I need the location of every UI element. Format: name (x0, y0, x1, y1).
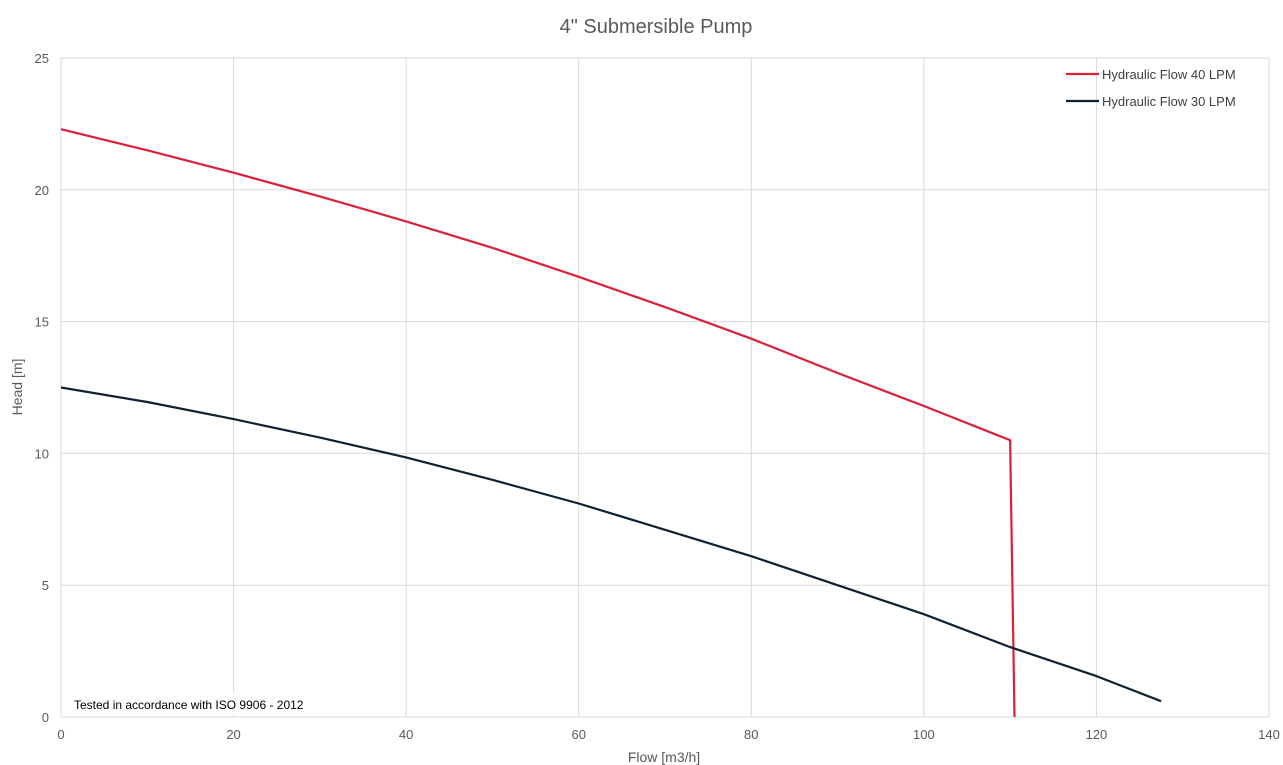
tick-labels: 0 20 40 60 80 100 120 140 0 5 10 15 20 25 (35, 51, 1280, 742)
legend-label-2: Hydraulic Flow 30 LPM (1102, 94, 1236, 109)
y-tick-label: 10 (35, 446, 49, 461)
legend: Hydraulic Flow 40 LPM Hydraulic Flow 30 L… (1066, 67, 1236, 109)
x-tick-label: 0 (57, 727, 64, 742)
series-line-2 (60, 386, 1162, 703)
series-line-1 (60, 128, 1016, 718)
x-tick-label: 60 (571, 727, 585, 742)
x-tick-label: 120 (1086, 727, 1108, 742)
series-lines (60, 128, 1162, 718)
y-tick-label: 15 (35, 315, 49, 330)
x-tick-label: 80 (744, 727, 758, 742)
x-tick-label: 20 (226, 727, 240, 742)
y-tick-label: 25 (35, 51, 49, 66)
annotation-box (68, 693, 338, 715)
y-tick-label: 5 (42, 578, 49, 593)
grid (60, 57, 1270, 718)
y-tick-label: 20 (35, 183, 49, 198)
x-axis-label: Flow [m3/h] (628, 749, 700, 765)
x-tick-label: 100 (913, 727, 935, 742)
y-axis-label: Head [m] (9, 359, 25, 416)
chart-title: 4" Submersible Pump (560, 16, 753, 38)
x-tick-label: 40 (399, 727, 413, 742)
legend-label-1: Hydraulic Flow 40 LPM (1102, 67, 1236, 82)
iso-annotation: Tested in accordance with ISO 9906 - 201… (74, 698, 304, 712)
x-tick-label: 140 (1258, 727, 1280, 742)
y-tick-label: 0 (42, 710, 49, 725)
